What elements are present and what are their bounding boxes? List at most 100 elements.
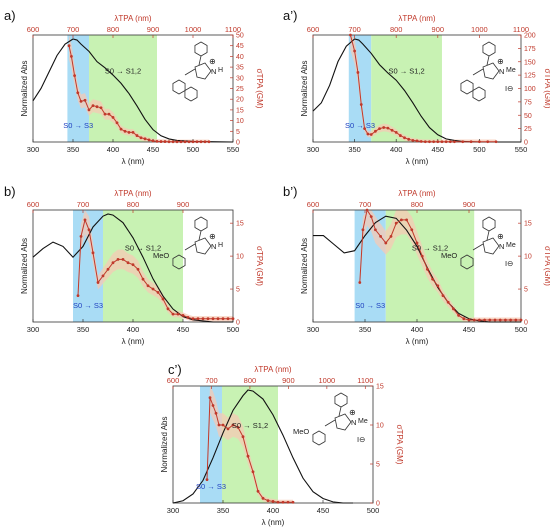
tpa-point <box>79 99 83 103</box>
top-tick-label: 900 <box>282 376 295 385</box>
panel-label: b’) <box>283 184 297 199</box>
absorption-line <box>312 38 521 143</box>
tpa-error-band <box>359 210 521 322</box>
tpa-point <box>217 423 221 427</box>
tpa-point <box>139 136 143 140</box>
charge-label: ⊕ <box>497 57 504 66</box>
tpa-point <box>103 112 107 116</box>
tpa-point <box>107 112 111 116</box>
x-tick-label: 500 <box>367 506 380 515</box>
tpa-point <box>432 140 436 144</box>
counterion-label: I⊖ <box>505 259 513 268</box>
tpa-point <box>452 307 455 311</box>
y2-tick-label: 45 <box>236 43 244 50</box>
y2-tick-label: 5 <box>524 287 528 294</box>
tpa-point <box>191 317 195 321</box>
tpa-point <box>141 277 145 281</box>
tpa-point <box>251 470 255 474</box>
charge-label: ⊕ <box>209 232 216 241</box>
x-tick-label: 350 <box>67 145 80 154</box>
tpa-point <box>196 317 200 321</box>
molecule-structure: N Me⊕ I⊖ <box>460 41 516 102</box>
tpa-point <box>121 258 125 261</box>
n-substituent-label: Me <box>358 418 368 425</box>
top-axis-label: λTPA (nm) <box>398 14 436 23</box>
panel-b: b) 300 350 400 450 500 λ (nm) 600 700 800 900 λTPA … <box>4 184 264 346</box>
region-s3-label: S0 → S3 <box>196 482 226 491</box>
tpa-point <box>431 277 434 281</box>
tpa-point <box>195 140 199 144</box>
top-tick-label: 700 <box>67 25 80 34</box>
absorption-line <box>32 213 233 323</box>
y2-tick-label: 0 <box>236 140 240 147</box>
charge-label: ⊕ <box>349 408 356 417</box>
tpa-point <box>161 297 165 301</box>
tpa-point <box>176 312 180 316</box>
x-axis-label: λ (nm) <box>122 337 145 346</box>
tpa-point <box>131 130 135 134</box>
tpa-error-band <box>350 35 497 142</box>
x-tick-label: 450 <box>177 325 190 334</box>
tpa-point <box>461 140 465 144</box>
x-axis-label: λ (nm) <box>406 337 429 346</box>
top-tick-label: 600 <box>27 25 40 34</box>
aryl-ring <box>312 430 326 446</box>
aryl-ring <box>460 254 474 270</box>
naphthyl-ring <box>472 86 486 102</box>
tpa-point <box>99 106 103 110</box>
tpa-point <box>382 126 386 129</box>
absorption-line <box>32 38 234 143</box>
x-tick-label: 550 <box>227 145 240 154</box>
y2-tick-label: 40 <box>236 54 244 61</box>
top-tick-label: 700 <box>348 25 361 34</box>
top-tick-label: 700 <box>359 200 372 209</box>
tpa-point <box>400 218 403 222</box>
x-tick-label: 450 <box>432 145 445 154</box>
phenyl-ring <box>482 41 496 57</box>
counterion-label: I⊖ <box>357 435 365 444</box>
tpa-point <box>147 138 151 142</box>
top-tick-label: 600 <box>307 200 320 209</box>
n-substituent-label: Me <box>506 242 516 249</box>
tpa-point <box>286 500 290 504</box>
top-axis-label: λTPA (nm) <box>114 189 152 198</box>
tpa-point <box>208 396 212 400</box>
top-tick-label: 1000 <box>471 25 488 34</box>
tpa-point <box>374 129 377 133</box>
tpa-point <box>276 500 280 504</box>
y2-axis-label: σTPA (GM) <box>255 69 264 109</box>
bond <box>184 243 196 251</box>
tpa-point <box>467 318 471 322</box>
x-tick-label: 500 <box>227 325 240 334</box>
x-tick-label: 350 <box>348 145 361 154</box>
x-tick-label: 300 <box>307 145 320 154</box>
tpa-point <box>472 318 476 322</box>
tpa-point <box>201 317 205 321</box>
tpa-point <box>378 127 381 131</box>
top-axis-label: λTPA (nm) <box>398 189 436 198</box>
tpa-error-band <box>69 35 209 142</box>
y2-tick-label: 5 <box>376 462 380 469</box>
tpa-error-band <box>78 210 233 322</box>
tpa-point <box>390 128 394 132</box>
pyrroline-ring <box>482 62 500 80</box>
tpa-point <box>91 104 95 108</box>
y2-tick-label: 100 <box>524 86 536 93</box>
region-s12 <box>89 35 157 142</box>
tpa-point <box>271 500 275 503</box>
tpa-point <box>483 318 486 322</box>
tpa-point <box>166 307 170 311</box>
pyrroline-ring <box>482 237 500 255</box>
absorption-line <box>313 215 521 323</box>
x-tick-label: 400 <box>390 145 403 154</box>
y-axis-label: Normalized Abs <box>300 238 309 294</box>
tpa-point <box>363 127 366 131</box>
x-tick-label: 450 <box>463 325 476 334</box>
top-tick-label: 1100 <box>513 25 529 34</box>
tpa-point <box>206 317 210 321</box>
phenyl-ring <box>482 216 496 232</box>
x-tick-label: 450 <box>317 506 330 515</box>
region-s12-label: S0 → S1,2 <box>125 243 161 252</box>
y2-tick-label: 25 <box>524 126 532 133</box>
